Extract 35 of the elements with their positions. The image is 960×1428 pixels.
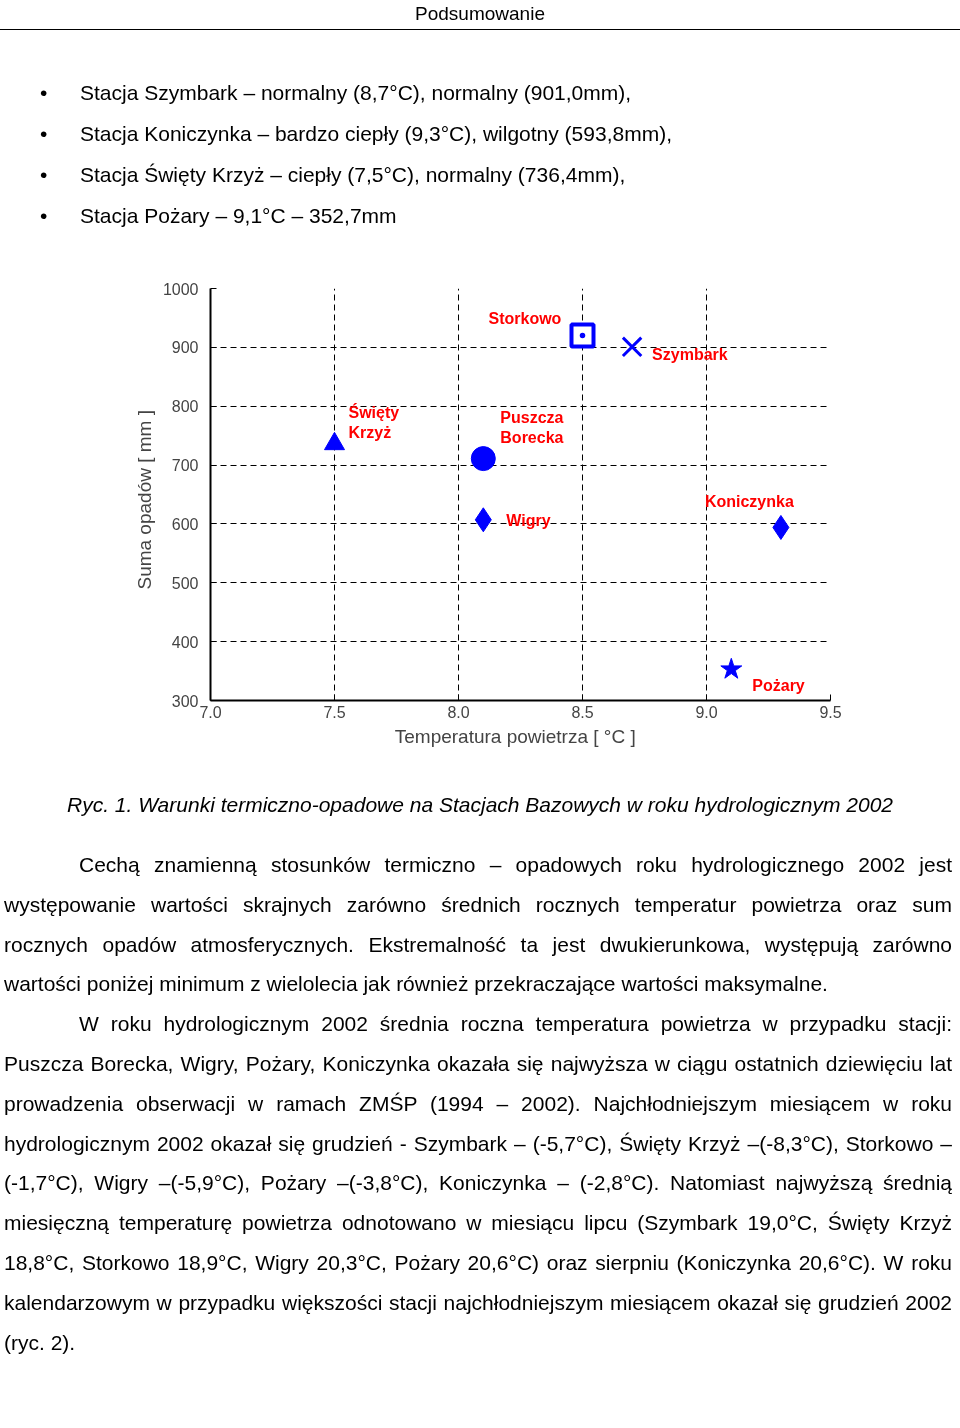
x-tick-label: 9.5 xyxy=(819,703,842,721)
y-axis-title: Suma opadów [ mm ] xyxy=(133,410,155,590)
series-label: Szymbark xyxy=(652,345,728,363)
point xyxy=(621,336,643,358)
text: • Stacja Święty Krzyż – ciepły (7,5°C), normalny (736,4mm), xyxy=(40,163,626,186)
text: • Stacja Szymbark – normalny (8,7°C), normalny (901,0mm), xyxy=(40,81,632,104)
x-tick-label: 8.0 xyxy=(447,703,470,721)
x-axis-title: Temperatura powietrza [ °C ] xyxy=(394,725,636,747)
text: • Stacja Pożary – 9,1°C – 352,7mm xyxy=(40,204,397,227)
point xyxy=(470,446,496,472)
point xyxy=(569,322,596,349)
text: Cechą znamienną stosunków termiczno – opadowych roku hydrologicznego 2002 jest występowanie wartości skrajnych zarówno średnich rocznych temperatur powietrza oraz sum rocznych opadów atmosferycznych. Ekstremalność ta jest dwukierunkowa, występują zarówno wartości poniżej minimum z wielolecia jak również przekraczające wartości maksymalne. xyxy=(4,852,952,998)
y-tick-label: 800 xyxy=(171,398,199,416)
series-label: Wigry xyxy=(506,511,551,529)
series-label: Święty Krzyż xyxy=(348,402,400,441)
text: W roku hydrologicznym 2002 średnia roczna temperatura powietrza w przypadku stacji: Puszcza Borecka, Wigry, Pożary, Koniczynka okazała się najwyższa w ciągu ostatnich dziewięciu lat prowadzenia obserwacji w ramach ZMŚP (1994 – 2002). Najchłodniejszym miesiącem w roku hydrologicznym 2002 okazał się grudzień - Szymbark – (-5,7°C), Święty Krzyż –(-8,3°C), Storkowo –(-1,7°C), Wigry –(-5,9°C), Pożary –(-3,8°C), Koniczynka – (-2,8°C). Natomiast najwyższą średnią miesięczną temperaturę powietrza odnotowano w miesiącu lipcu (Szymbark 19,0°C, Święty Krzyż 18,8°C, Storkowo 18,9°C, Wigry 20,3°C, Pożary 20,6°C) oraz sierpniu (Koniczynka 20,6°C). W roku kalendarzowym w przypadku większości stacji najchłodniejszym miesiącem okazał się grudzień 2002 (ryc. 2). xyxy=(4,1012,952,1354)
series-label: Koniczynka xyxy=(704,493,794,511)
text: Ryc. 1. Warunki termiczno-opadowe na Stacjach Bazowych w roku hydrologicznym 2002 xyxy=(66,792,894,818)
x-tick-label: 8.5 xyxy=(571,703,594,721)
text: • Stacja Koniczynka – bardzo ciepły (9,3°C), wilgotny (593,8mm), xyxy=(40,122,672,145)
y-tick-label: 300 xyxy=(171,692,199,710)
point xyxy=(720,657,743,679)
x-tick-label: 9.0 xyxy=(695,703,718,721)
x-tick-label: 7.5 xyxy=(323,703,346,721)
x-tick-label: 7.0 xyxy=(199,703,222,721)
y-tick-label: 1000 xyxy=(162,280,199,298)
series-label: Pożary xyxy=(752,677,805,695)
y-tick-label: 700 xyxy=(171,457,199,475)
series-label: Puszcza Borecka xyxy=(500,408,564,446)
chart-title: Podsumowanie xyxy=(0,0,960,31)
y-tick-label: 400 xyxy=(171,633,199,651)
series-label: Storkowo xyxy=(488,309,562,327)
y-tick-label: 600 xyxy=(171,515,199,533)
y-tick-label: 900 xyxy=(171,339,199,357)
y-tick-label: 500 xyxy=(171,574,199,592)
